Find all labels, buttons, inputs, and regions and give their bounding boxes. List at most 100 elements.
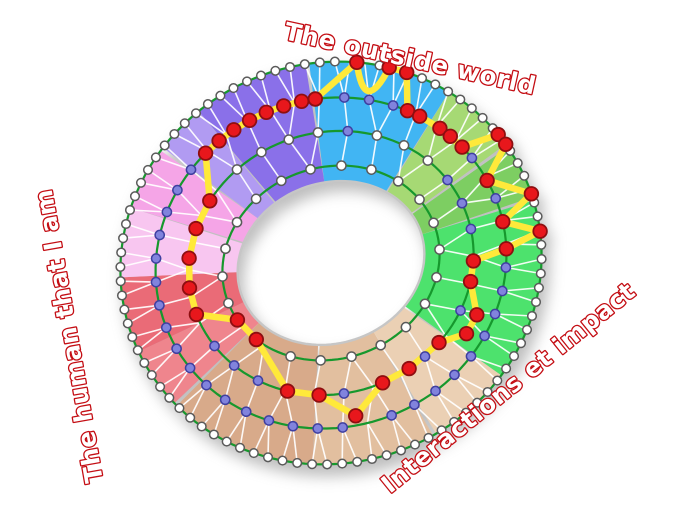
wheel-node-violet[interactable] xyxy=(449,369,460,381)
wheel-node-violet[interactable] xyxy=(466,152,478,164)
wheel-node-red[interactable] xyxy=(226,122,242,138)
wheel-node-white[interactable] xyxy=(248,448,259,459)
wheel-node-white[interactable] xyxy=(443,86,454,97)
wheel-node-white[interactable] xyxy=(419,298,431,310)
wheel-node-white[interactable] xyxy=(132,345,143,356)
wheel-node-red[interactable] xyxy=(498,241,515,257)
wheel-node-red[interactable] xyxy=(348,408,364,424)
wheel-node-white[interactable] xyxy=(352,456,363,467)
wheel-node-red[interactable] xyxy=(495,213,511,230)
wheel-node-white[interactable] xyxy=(346,351,357,362)
wheel-node-violet[interactable] xyxy=(240,406,252,418)
wheel-node-white[interactable] xyxy=(436,425,447,436)
wheel-node-white[interactable] xyxy=(118,233,129,244)
wheel-node-violet[interactable] xyxy=(312,423,324,434)
wheel-node-violet[interactable] xyxy=(228,360,240,371)
wheel-node-violet[interactable] xyxy=(171,343,182,355)
wheel-node-white[interactable] xyxy=(449,416,460,427)
wheel-node-white[interactable] xyxy=(283,134,295,145)
wheel-node-violet[interactable] xyxy=(489,308,501,320)
wheel-node-violet[interactable] xyxy=(154,229,166,241)
wheel-node-white[interactable] xyxy=(472,397,483,408)
wheel-node-red[interactable] xyxy=(197,145,214,161)
sector-tan-light[interactable] xyxy=(373,307,502,434)
wheel-node-red[interactable] xyxy=(465,253,482,269)
wheel-node-white[interactable] xyxy=(423,432,434,443)
wheel-node-white[interactable] xyxy=(371,130,383,141)
wheel-node-white[interactable] xyxy=(159,140,170,151)
wheel-node-white[interactable] xyxy=(460,407,472,418)
wheel-node-white[interactable] xyxy=(482,386,493,398)
wheel-node-white[interactable] xyxy=(455,94,466,105)
wheel-node-white[interactable] xyxy=(299,59,310,70)
wheel-node-violet[interactable] xyxy=(338,388,350,399)
wheel-node-white[interactable] xyxy=(234,442,246,453)
wheel-node-violet[interactable] xyxy=(160,322,172,333)
wheel-node-white[interactable] xyxy=(250,193,262,205)
wheel-node-white[interactable] xyxy=(150,152,161,163)
wheel-node-white[interactable] xyxy=(146,370,157,381)
wheel-node-white[interactable] xyxy=(466,103,477,114)
wheel-node-white[interactable] xyxy=(241,76,253,87)
wheel-node-white[interactable] xyxy=(414,194,425,205)
sector-purple[interactable] xyxy=(198,64,325,203)
wheel-node-violet[interactable] xyxy=(456,197,468,209)
wheel-node-white[interactable] xyxy=(228,83,239,94)
wheel-node-violet[interactable] xyxy=(150,253,162,264)
wheel-node-white[interactable] xyxy=(530,296,542,308)
wheel-node-red[interactable] xyxy=(458,326,475,342)
wheel-node-white[interactable] xyxy=(329,56,340,67)
wheel-node-violet[interactable] xyxy=(209,340,220,352)
wheel-node-red[interactable] xyxy=(374,375,391,391)
wheel-node-white[interactable] xyxy=(536,254,547,265)
wheel-node-red[interactable] xyxy=(181,280,198,296)
wheel-node-white[interactable] xyxy=(215,90,226,101)
wheel-node-red[interactable] xyxy=(311,387,327,403)
wheel-node-red[interactable] xyxy=(349,54,365,71)
wheel-node-violet[interactable] xyxy=(201,379,212,391)
wheel-node-white[interactable] xyxy=(477,112,488,123)
wheel-node-white[interactable] xyxy=(416,73,428,84)
wheel-node-white[interactable] xyxy=(139,357,150,368)
wheel-node-violet[interactable] xyxy=(263,415,275,426)
wheel-node-white[interactable] xyxy=(501,363,512,374)
wheel-node-violet[interactable] xyxy=(342,125,354,137)
wheel-node-red[interactable] xyxy=(479,172,495,189)
wheel-node-red[interactable] xyxy=(188,220,204,237)
wheel-node-red[interactable] xyxy=(188,306,205,323)
wheel-node-white[interactable] xyxy=(292,457,303,468)
wheel-node-violet[interactable] xyxy=(430,385,441,397)
wheel-node-white[interactable] xyxy=(208,429,219,440)
wheel-node-white[interactable] xyxy=(122,318,133,329)
wheel-node-white[interactable] xyxy=(174,403,185,414)
wheel-node-white[interactable] xyxy=(196,421,207,432)
wheel-node-red[interactable] xyxy=(469,307,485,323)
wheel-node-white[interactable] xyxy=(535,268,546,279)
wheel-node-red[interactable] xyxy=(399,64,415,81)
wheel-node-violet[interactable] xyxy=(409,399,420,411)
wheel-node-white[interactable] xyxy=(430,79,441,90)
wheel-node-white[interactable] xyxy=(120,218,132,230)
wheel-node-white[interactable] xyxy=(129,191,141,202)
wheel-node-red[interactable] xyxy=(462,273,479,290)
wheel-node-white[interactable] xyxy=(255,70,267,81)
sector-salmon[interactable] xyxy=(138,301,260,404)
wheel-node-red[interactable] xyxy=(293,93,310,110)
wheel-node-red[interactable] xyxy=(276,98,292,114)
wheel-node-red[interactable] xyxy=(279,383,296,399)
wheel-node-red[interactable] xyxy=(498,136,514,153)
wheel-node-white[interactable] xyxy=(422,155,434,166)
wheel-node-violet[interactable] xyxy=(150,276,162,288)
wheel-node-white[interactable] xyxy=(533,282,544,293)
wheel-node-white[interactable] xyxy=(277,455,288,466)
wheel-node-white[interactable] xyxy=(231,164,243,175)
wheel-node-violet[interactable] xyxy=(184,362,196,374)
wheel-node-violet[interactable] xyxy=(419,351,431,362)
wheel-node-white[interactable] xyxy=(305,164,316,175)
wheel-node-violet[interactable] xyxy=(154,299,165,311)
wheel-node-white[interactable] xyxy=(285,351,296,362)
wheel-node-violet[interactable] xyxy=(386,410,397,421)
wheel-node-red[interactable] xyxy=(532,223,548,239)
wheel-node-white[interactable] xyxy=(337,458,348,469)
wheel-node-white[interactable] xyxy=(270,65,281,76)
